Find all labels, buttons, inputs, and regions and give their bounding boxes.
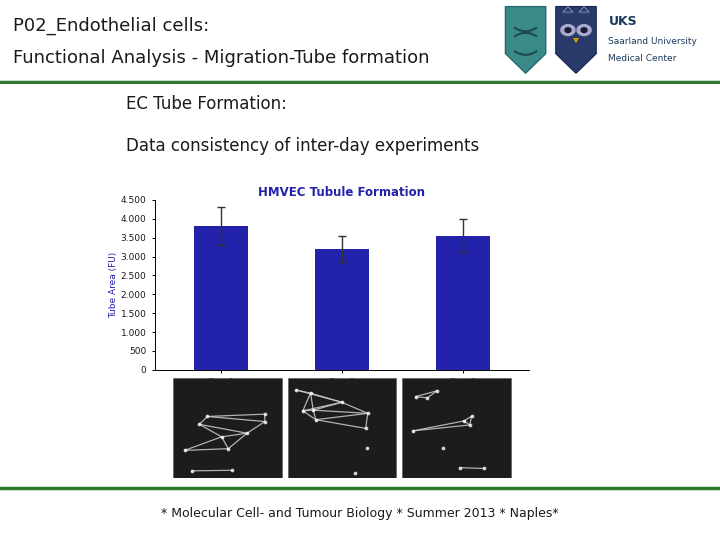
Text: Saarland University: Saarland University	[608, 37, 697, 46]
Point	[431, 387, 443, 395]
Point	[349, 468, 361, 477]
Point	[464, 421, 475, 429]
Bar	[315, 249, 369, 370]
Point	[310, 415, 322, 424]
Point	[361, 443, 372, 452]
Title: HMVEC Tubule Formation: HMVEC Tubule Formation	[258, 186, 426, 199]
Point	[454, 463, 465, 472]
Point	[241, 429, 253, 437]
Circle shape	[565, 28, 571, 32]
Circle shape	[577, 25, 591, 36]
Text: P02_Endothelial cells:: P02_Endothelial cells:	[13, 17, 210, 35]
Point	[360, 424, 372, 433]
Circle shape	[561, 25, 575, 36]
Text: UKS: UKS	[608, 15, 637, 28]
Point	[179, 446, 190, 455]
Polygon shape	[563, 6, 573, 12]
Text: Medical Center: Medical Center	[608, 53, 677, 63]
Bar	[287, 378, 397, 478]
Point	[307, 406, 319, 415]
Bar	[194, 226, 248, 370]
Point	[438, 444, 449, 453]
Polygon shape	[505, 6, 546, 73]
Text: Functional Analysis - Migration-Tube formation: Functional Analysis - Migration-Tube for…	[13, 49, 429, 66]
Point	[458, 417, 469, 426]
Point	[478, 464, 490, 473]
Point	[422, 394, 433, 402]
Point	[202, 412, 213, 421]
Point	[222, 444, 234, 453]
Bar	[173, 378, 282, 478]
Point	[362, 409, 374, 417]
Point	[336, 398, 348, 407]
Bar	[402, 378, 511, 478]
Polygon shape	[556, 6, 596, 73]
Polygon shape	[573, 38, 579, 43]
Bar	[436, 235, 490, 370]
Point	[216, 433, 228, 441]
Point	[194, 420, 205, 429]
Point	[407, 427, 418, 435]
Circle shape	[581, 28, 587, 32]
Text: * Molecular Cell- and Tumour Biology * Summer 2013 * Naples*: * Molecular Cell- and Tumour Biology * S…	[161, 508, 559, 521]
Point	[186, 467, 197, 475]
Point	[259, 417, 271, 426]
Point	[466, 412, 477, 421]
Point	[291, 386, 302, 394]
Point	[410, 393, 421, 401]
Text: Data consistency of inter-day experiments: Data consistency of inter-day experiment…	[126, 137, 480, 154]
Y-axis label: Tube Area (FU): Tube Area (FU)	[109, 252, 118, 318]
Polygon shape	[579, 6, 589, 12]
Point	[226, 466, 238, 475]
Point	[258, 410, 270, 418]
Point	[305, 389, 316, 397]
Point	[297, 407, 309, 415]
Text: EC Tube Formation:: EC Tube Formation:	[126, 95, 287, 113]
